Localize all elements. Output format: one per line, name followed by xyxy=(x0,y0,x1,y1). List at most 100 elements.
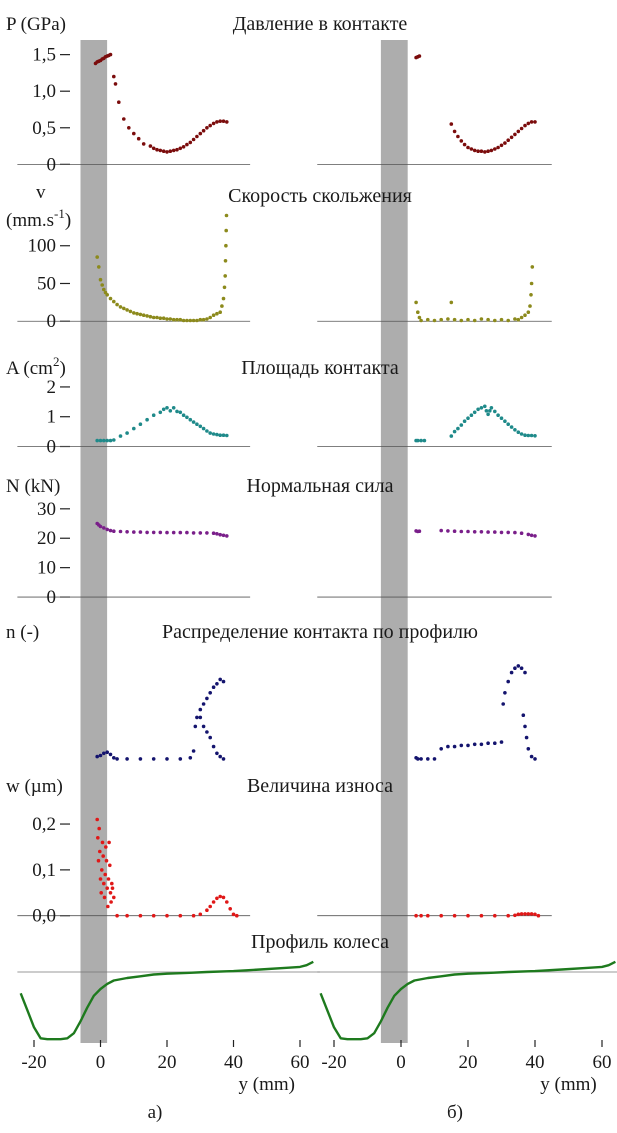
data-point xyxy=(181,318,186,323)
x-tick-label: 0 xyxy=(96,1052,106,1073)
data-point xyxy=(191,420,196,424)
data-point xyxy=(178,757,183,761)
y-tick-label: 100 xyxy=(28,236,57,257)
data-point xyxy=(165,530,169,535)
data-point xyxy=(151,530,156,535)
data-point xyxy=(472,742,477,747)
data-point xyxy=(101,854,105,858)
data-point xyxy=(118,305,123,309)
data-point xyxy=(466,416,470,421)
data-point xyxy=(125,530,129,534)
data-point xyxy=(221,895,226,900)
data-point xyxy=(419,757,423,761)
data-point xyxy=(439,913,444,918)
data-point xyxy=(171,317,176,322)
data-point xyxy=(220,304,224,308)
data-point xyxy=(523,433,527,438)
data-point xyxy=(151,757,156,761)
data-point xyxy=(483,404,487,409)
data-point xyxy=(95,817,99,822)
data-point xyxy=(215,311,219,316)
data-point xyxy=(215,682,219,686)
data-point xyxy=(523,724,527,729)
data-point xyxy=(104,858,109,863)
data-point xyxy=(479,913,484,918)
data-point xyxy=(102,751,106,756)
data-point xyxy=(201,317,206,322)
data-point xyxy=(459,529,464,534)
data-point xyxy=(476,149,480,153)
data-point xyxy=(193,724,198,729)
data-point xyxy=(198,715,203,720)
y-tick-label: 0 xyxy=(47,154,57,175)
data-point xyxy=(188,318,193,323)
data-point xyxy=(185,415,189,420)
data-point xyxy=(416,310,420,315)
data-point xyxy=(479,530,484,534)
data-point xyxy=(103,872,107,877)
data-point xyxy=(168,317,173,321)
data-point xyxy=(536,913,541,918)
data-point xyxy=(523,313,527,318)
data-point xyxy=(112,438,116,442)
data-point xyxy=(195,422,199,427)
panel-title: Нормальная сила xyxy=(246,475,393,497)
data-point xyxy=(100,283,104,287)
data-point xyxy=(107,840,111,845)
data-point xyxy=(118,529,123,534)
data-point xyxy=(211,313,216,318)
data-point xyxy=(128,309,133,314)
y-tick-label: 0,0 xyxy=(32,906,56,927)
data-point xyxy=(516,664,521,668)
data-point xyxy=(110,881,114,886)
data-point xyxy=(138,913,143,918)
data-point xyxy=(188,417,193,422)
data-point xyxy=(112,74,116,79)
data-point xyxy=(195,715,199,720)
data-point xyxy=(178,410,183,415)
data-point xyxy=(201,702,206,706)
data-point xyxy=(132,311,136,315)
data-point xyxy=(102,881,106,886)
data-point xyxy=(501,702,506,706)
data-point xyxy=(205,908,209,912)
data-point xyxy=(419,438,423,443)
data-point xyxy=(223,274,227,278)
data-point xyxy=(439,747,444,751)
data-point xyxy=(221,433,226,438)
data-point xyxy=(221,119,226,123)
data-point xyxy=(165,150,169,154)
x-tick-label: 0 xyxy=(396,1052,406,1073)
data-point xyxy=(97,265,101,269)
data-point xyxy=(493,530,497,534)
data-point xyxy=(208,735,212,740)
data-point xyxy=(506,138,511,142)
data-point xyxy=(223,259,228,263)
data-point xyxy=(529,912,534,916)
data-point xyxy=(175,409,179,414)
data-point xyxy=(181,413,186,418)
data-point xyxy=(449,300,454,305)
data-point xyxy=(516,317,521,322)
data-point xyxy=(417,315,422,320)
data-point xyxy=(165,913,169,918)
data-point xyxy=(503,419,507,424)
data-point xyxy=(469,413,474,418)
data-point xyxy=(165,757,169,761)
panel-title: Профиль колеса xyxy=(251,931,389,953)
panel-title: Величина износа xyxy=(247,775,393,797)
data-point xyxy=(506,679,511,684)
data-point xyxy=(489,148,494,153)
panel-title: Площадь контакта xyxy=(241,357,399,379)
data-point xyxy=(208,904,212,909)
data-point xyxy=(513,666,517,670)
data-point xyxy=(509,135,514,140)
x-tick-label: 20 xyxy=(158,1052,177,1073)
data-point xyxy=(205,696,209,701)
data-point xyxy=(112,529,116,533)
data-point xyxy=(215,432,219,437)
data-point xyxy=(205,429,209,433)
y-axis-label: n (-) xyxy=(6,622,39,643)
data-point xyxy=(486,412,490,417)
data-point xyxy=(155,147,159,152)
